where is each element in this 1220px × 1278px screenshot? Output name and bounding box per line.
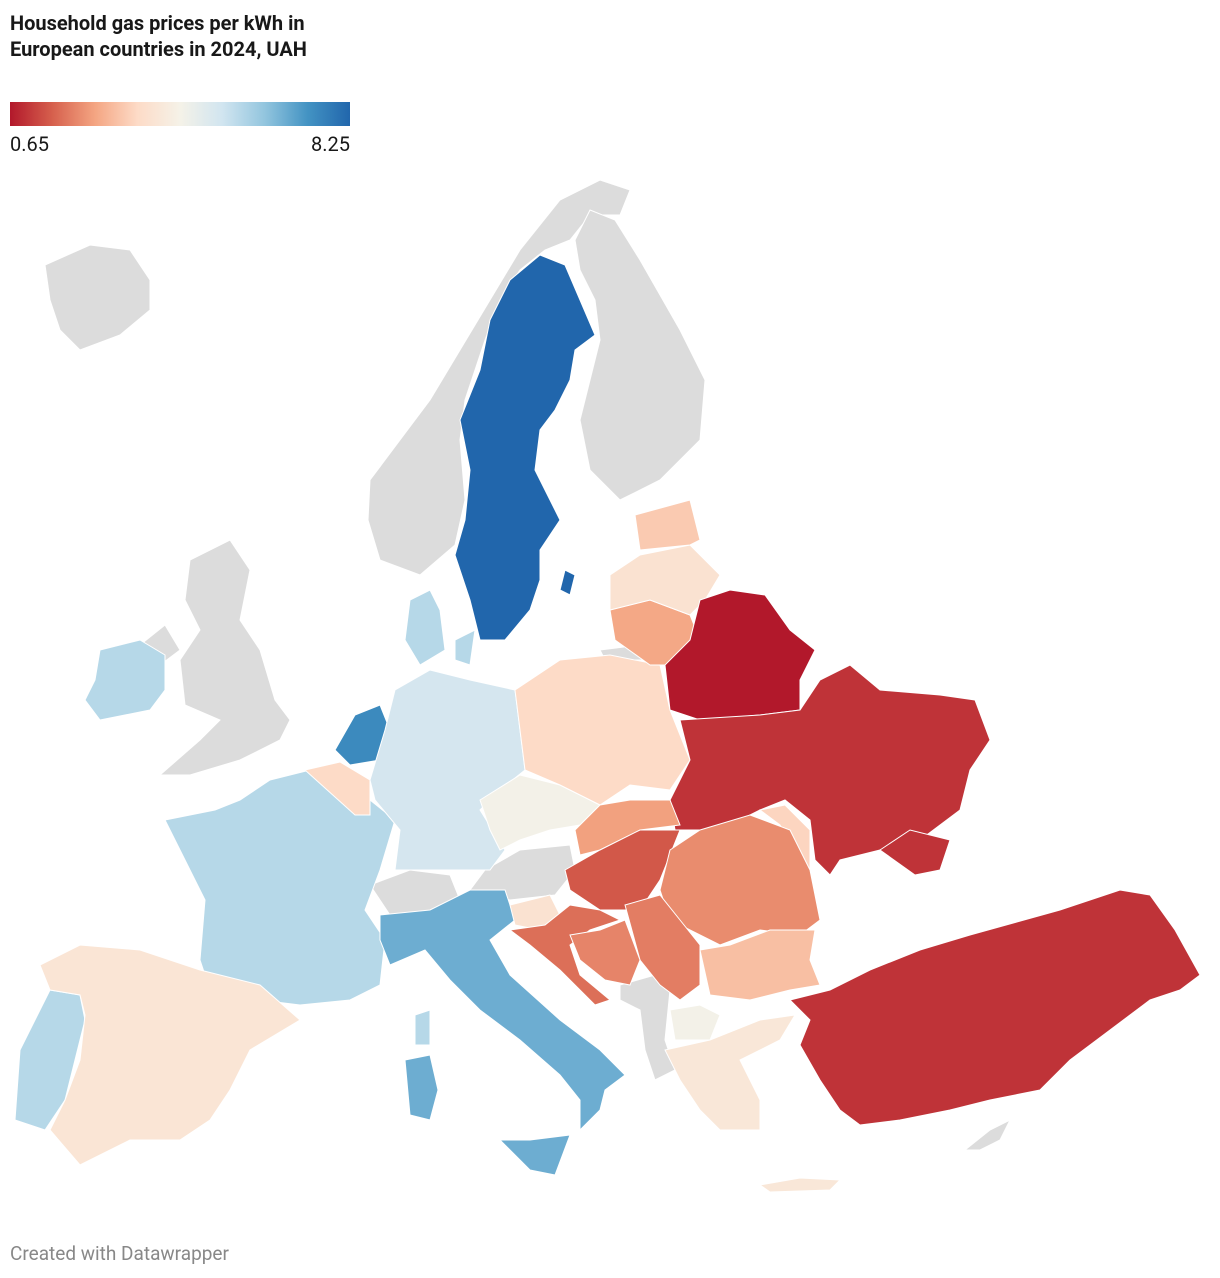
region xyxy=(664,1014,796,1131)
region xyxy=(479,774,601,851)
no-data-country xyxy=(574,209,706,501)
region xyxy=(303,761,371,816)
no-data-country xyxy=(963,1118,1012,1151)
legend-gradient xyxy=(10,102,350,126)
footer: Created with Datawrapper xyxy=(10,1242,229,1265)
region xyxy=(564,829,681,911)
region xyxy=(414,1009,431,1046)
no-data-country xyxy=(158,539,291,776)
region xyxy=(879,829,951,876)
legend: 0.65 8.25 xyxy=(10,102,350,156)
region xyxy=(789,889,1201,1126)
region xyxy=(634,499,701,551)
no-data-country xyxy=(367,179,631,576)
region xyxy=(624,894,701,1001)
region xyxy=(39,944,301,1166)
no-data-country xyxy=(44,244,151,351)
regions xyxy=(14,254,1201,1193)
title: Household gas prices per kWh in European… xyxy=(10,11,307,61)
no-data-countries xyxy=(44,179,1012,1151)
region xyxy=(669,1004,721,1041)
region xyxy=(514,654,691,806)
region xyxy=(569,919,641,986)
region xyxy=(164,769,396,1006)
no-data-country xyxy=(619,974,676,1081)
legend-min-label: 0.65 xyxy=(10,132,49,156)
region xyxy=(454,254,596,641)
region xyxy=(84,639,166,721)
region xyxy=(508,904,622,1006)
region xyxy=(454,629,476,666)
region xyxy=(574,799,681,856)
region xyxy=(404,1054,439,1121)
region xyxy=(498,1134,571,1176)
region xyxy=(559,569,576,596)
legend-max-label: 8.25 xyxy=(311,132,350,156)
region xyxy=(404,589,446,666)
region xyxy=(758,1177,842,1193)
region xyxy=(699,929,821,1001)
